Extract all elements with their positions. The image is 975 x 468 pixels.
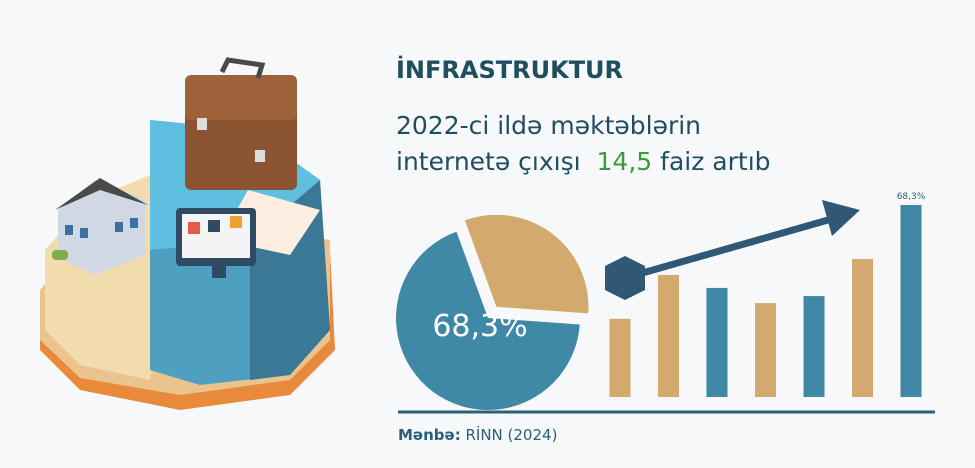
subtitle: internetə çıxışı: [396, 147, 581, 176]
bar: [609, 318, 631, 397]
bar: [803, 296, 825, 397]
subtitle: internetə çıxışı 14,5 faiz artıb: [396, 147, 771, 176]
bar: [755, 303, 776, 397]
bar: [706, 287, 728, 397]
subtitle: faiz artıb: [660, 147, 770, 176]
pie-label: 68,3%: [432, 309, 527, 344]
source-text: RİNN (2024): [465, 425, 557, 444]
bar: [658, 274, 679, 397]
subtitle: 2022-ci ildə məktəblərin: [396, 111, 701, 140]
source: Mənbə: RİNN (2024): [398, 425, 557, 444]
bar: [900, 205, 922, 397]
pie-slice: [396, 231, 580, 411]
bar-label: 68,3%: [897, 192, 926, 202]
source-label: Mənbə:: [398, 426, 461, 444]
illustration: [40, 57, 335, 410]
title: İNFRASTRUKTUR: [396, 55, 623, 84]
trend-arrow: [605, 200, 860, 300]
bar: [852, 258, 873, 397]
pie-slice: [464, 214, 589, 314]
highlight: 14,5: [597, 147, 653, 176]
